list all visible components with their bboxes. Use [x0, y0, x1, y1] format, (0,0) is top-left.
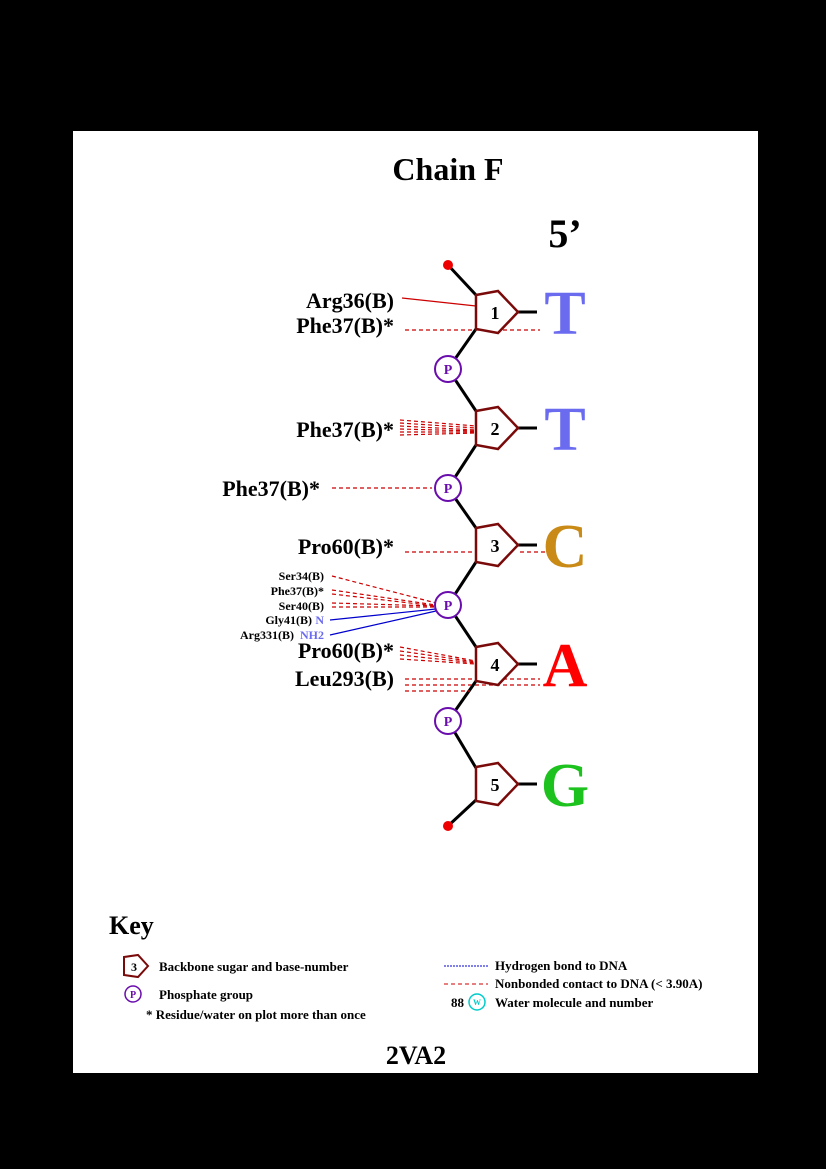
sugar-number: 2 — [491, 419, 500, 439]
arg36-contact — [401, 297, 477, 307]
hydrogen-bonds — [329, 608, 437, 636]
key-phosphate-label: Phosphate group — [159, 987, 253, 1002]
key-sugar-number: 3 — [131, 960, 137, 974]
key-water-symbol: W — [473, 998, 481, 1007]
residue-label: Gly41(B) — [265, 613, 312, 627]
sugar-4: 4 — [474, 641, 520, 687]
pdb-id: 2VA2 — [386, 1041, 446, 1070]
sugar-number: 1 — [491, 303, 500, 323]
base-t-2: T — [544, 396, 585, 464]
key-hbond-label: Hydrogen bond to DNA — [495, 958, 628, 973]
residue-label: Phe37(B)* — [222, 476, 320, 501]
sugar-number: 3 — [491, 536, 500, 556]
phosphate-2: P — [434, 474, 462, 502]
residue-label: Arg36(B) — [306, 288, 394, 313]
sugar-2: 2 — [474, 405, 520, 451]
key-phosphate-icon — [124, 985, 142, 1003]
key-sugar-icon — [123, 953, 150, 979]
chain-title: Chain F — [392, 151, 503, 187]
phosphate-3: P — [434, 591, 462, 619]
base-t-1: T — [544, 280, 585, 348]
phosphate-symbol: P — [444, 599, 453, 614]
nonbonded-contacts — [331, 329, 545, 692]
base-c-3: C — [543, 513, 588, 581]
phosphate-symbol: P — [444, 715, 453, 730]
sugar-1: 1 — [474, 289, 520, 335]
residue-label: Arg331(B) — [240, 628, 294, 642]
key-water-icon — [468, 993, 486, 1011]
key-title: Key — [109, 911, 154, 940]
key-water-number: 88 — [451, 995, 465, 1010]
phosphate-symbol: P — [444, 482, 453, 497]
base-g-5: G — [541, 752, 589, 820]
sugar-5: 5 — [474, 761, 520, 807]
atom-label: NH2 — [300, 628, 324, 642]
residue-label: Phe37(B)* — [296, 313, 394, 338]
residue-label: Pro60(B)* — [298, 534, 394, 559]
atom-label: N — [315, 613, 324, 627]
phosphate-1: P — [434, 355, 462, 383]
residue-label: Phe37(B)* — [271, 584, 324, 598]
key-sugar-label: Backbone sugar and base-number — [159, 959, 349, 974]
five-prime-label: 5’ — [548, 211, 581, 256]
terminal-dot-3prime — [443, 821, 453, 831]
phosphate-symbol: P — [444, 363, 453, 378]
key-repeat-note: * Residue/water on plot more than once — [146, 1007, 366, 1022]
key-nonbonded-label: Nonbonded contact to DNA (< 3.90A) — [495, 976, 702, 991]
sugar-3: 3 — [474, 522, 520, 568]
sugar-number: 4 — [491, 655, 500, 675]
base-a-4: A — [543, 632, 588, 700]
residue-label: Phe37(B)* — [296, 417, 394, 442]
sugar-number: 5 — [491, 775, 500, 795]
residue-label: Leu293(B) — [295, 666, 394, 691]
residue-label: Pro60(B)* — [298, 638, 394, 663]
residue-label: Ser34(B) — [279, 569, 324, 583]
terminal-dot-5prime — [443, 260, 453, 270]
key-phosphate-symbol: P — [130, 990, 136, 1001]
key-water-label: Water molecule and number — [495, 995, 654, 1010]
phosphate-4: P — [434, 707, 462, 735]
residue-label: Ser40(B) — [279, 599, 324, 613]
